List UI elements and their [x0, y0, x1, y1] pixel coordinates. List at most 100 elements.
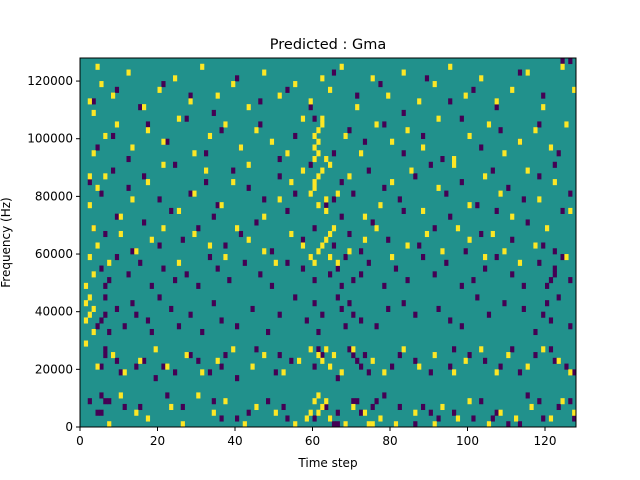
heatmap-cell-low: [362, 352, 368, 359]
heatmap-cell-low: [572, 369, 577, 376]
heatmap-cell-low: [370, 403, 375, 411]
heatmap-cell-low: [413, 173, 418, 180]
heatmap-cell-low: [444, 259, 449, 266]
heatmap-cell-high: [548, 144, 554, 151]
heatmap-cell-high: [188, 98, 193, 105]
heatmap-cell-low: [122, 403, 127, 411]
heatmap-cell-high: [316, 392, 321, 399]
heatmap-cell-low: [428, 161, 433, 168]
heatmap-cell-high: [87, 173, 92, 180]
heatmap-cell-low: [351, 352, 356, 359]
heatmap-cell-low: [432, 271, 437, 278]
heatmap-cell-high: [463, 357, 468, 364]
heatmap-cell-low: [111, 132, 116, 140]
heatmap-cell-high: [343, 421, 348, 428]
heatmap-cell-low: [521, 282, 526, 289]
heatmap-cell-low: [184, 115, 189, 122]
heatmap-cell-low: [397, 403, 402, 411]
heatmap-cell-high: [328, 161, 333, 168]
heatmap-cell-low: [169, 207, 174, 214]
heatmap-cell-low: [254, 219, 259, 226]
heatmap-cell-low: [114, 357, 120, 364]
heatmap-cell-low: [126, 271, 131, 278]
heatmap-cell-high: [328, 363, 333, 370]
heatmap-cell-low: [568, 398, 573, 405]
heatmap-cell-high: [417, 363, 422, 370]
heatmap-cell-low: [165, 392, 170, 399]
heatmap-cell-low: [541, 415, 546, 422]
heatmap-cell-high: [486, 121, 492, 128]
heatmap-cell-high: [370, 421, 375, 428]
heatmap-cell-low: [126, 156, 131, 163]
heatmap-cell-high: [91, 305, 96, 312]
heatmap-cell-high: [390, 179, 395, 186]
heatmap-cell-high: [362, 213, 368, 220]
heatmap-cell-low: [138, 104, 143, 111]
heatmap-cell-high: [568, 207, 573, 214]
heatmap-cell-high: [246, 104, 251, 111]
heatmap-cell-high: [196, 392, 201, 399]
heatmap-cell-high: [87, 254, 92, 261]
heatmap-cell-high: [339, 369, 344, 376]
heatmap-cell-high: [452, 156, 457, 163]
heatmap-cell-low: [413, 311, 418, 318]
heatmap-cell-low: [347, 300, 352, 307]
heatmap-cell-low: [545, 300, 550, 307]
heatmap-cell-low: [351, 277, 356, 284]
heatmap-cell-high: [277, 92, 282, 99]
heatmap-cell-low: [335, 265, 340, 272]
heatmap-cell-high: [320, 75, 325, 82]
heatmap-cell-low: [366, 369, 371, 376]
heatmap-cell-low: [533, 328, 538, 336]
heatmap-cell-high: [173, 75, 178, 82]
heatmap-cell-low: [479, 398, 484, 405]
heatmap-cell-high: [452, 369, 457, 376]
heatmap-cell-low: [401, 300, 406, 307]
heatmap-cell-low: [552, 161, 557, 168]
heatmap-cell-low: [359, 409, 364, 416]
heatmap-cell-high: [176, 259, 182, 266]
heatmap-cell-high: [533, 127, 538, 134]
heatmap-cell-low: [386, 236, 391, 243]
heatmap-cell-low: [517, 421, 523, 428]
heatmap-cell-low: [99, 190, 104, 197]
heatmap-cell-high: [134, 409, 139, 416]
heatmap-cell-high: [83, 282, 89, 289]
heatmap-cell-high: [138, 357, 143, 364]
heatmap-cell-high: [95, 363, 100, 370]
heatmap-cell-low: [266, 328, 271, 336]
heatmap-cell-low: [494, 104, 499, 111]
heatmap-cell-low: [378, 81, 383, 88]
heatmap-cell-high: [324, 207, 329, 214]
heatmap-cell-low: [99, 317, 104, 324]
heatmap-cell-low: [537, 173, 542, 180]
heatmap-cell-low: [204, 179, 209, 186]
heatmap-cell-low: [537, 398, 542, 405]
heatmap-cell-low: [331, 150, 337, 157]
heatmap-cell-low: [347, 230, 352, 238]
heatmap-cell-high: [312, 179, 317, 186]
heatmap-cell-low: [157, 196, 162, 203]
y-tick-label: 0: [65, 420, 73, 434]
heatmap-cell-low: [471, 86, 476, 93]
heatmap-cell-high: [161, 225, 166, 232]
heatmap-cell-low: [285, 207, 290, 214]
heatmap-cell-high: [91, 150, 96, 157]
heatmap-cell-high: [320, 121, 325, 128]
heatmap-cell-low: [397, 352, 402, 359]
heatmap-cell-high: [316, 352, 321, 359]
heatmap-cell-high: [479, 75, 484, 82]
heatmap-cell-low: [285, 86, 290, 93]
heatmap-cell-high: [479, 346, 484, 353]
heatmap-cell-high: [351, 346, 356, 353]
heatmap-cell-low: [351, 398, 356, 405]
heatmap-cell-high: [564, 121, 569, 128]
heatmap-cell-low: [285, 259, 290, 266]
heatmap-cell-low: [277, 352, 282, 359]
heatmap-cell-low: [479, 230, 484, 238]
heatmap-cell-high: [568, 369, 573, 376]
heatmap-cell-low: [126, 184, 131, 191]
heatmap-cell-high: [409, 167, 414, 174]
heatmap-cell-low: [107, 398, 112, 405]
heatmap-cell-high: [300, 167, 306, 174]
